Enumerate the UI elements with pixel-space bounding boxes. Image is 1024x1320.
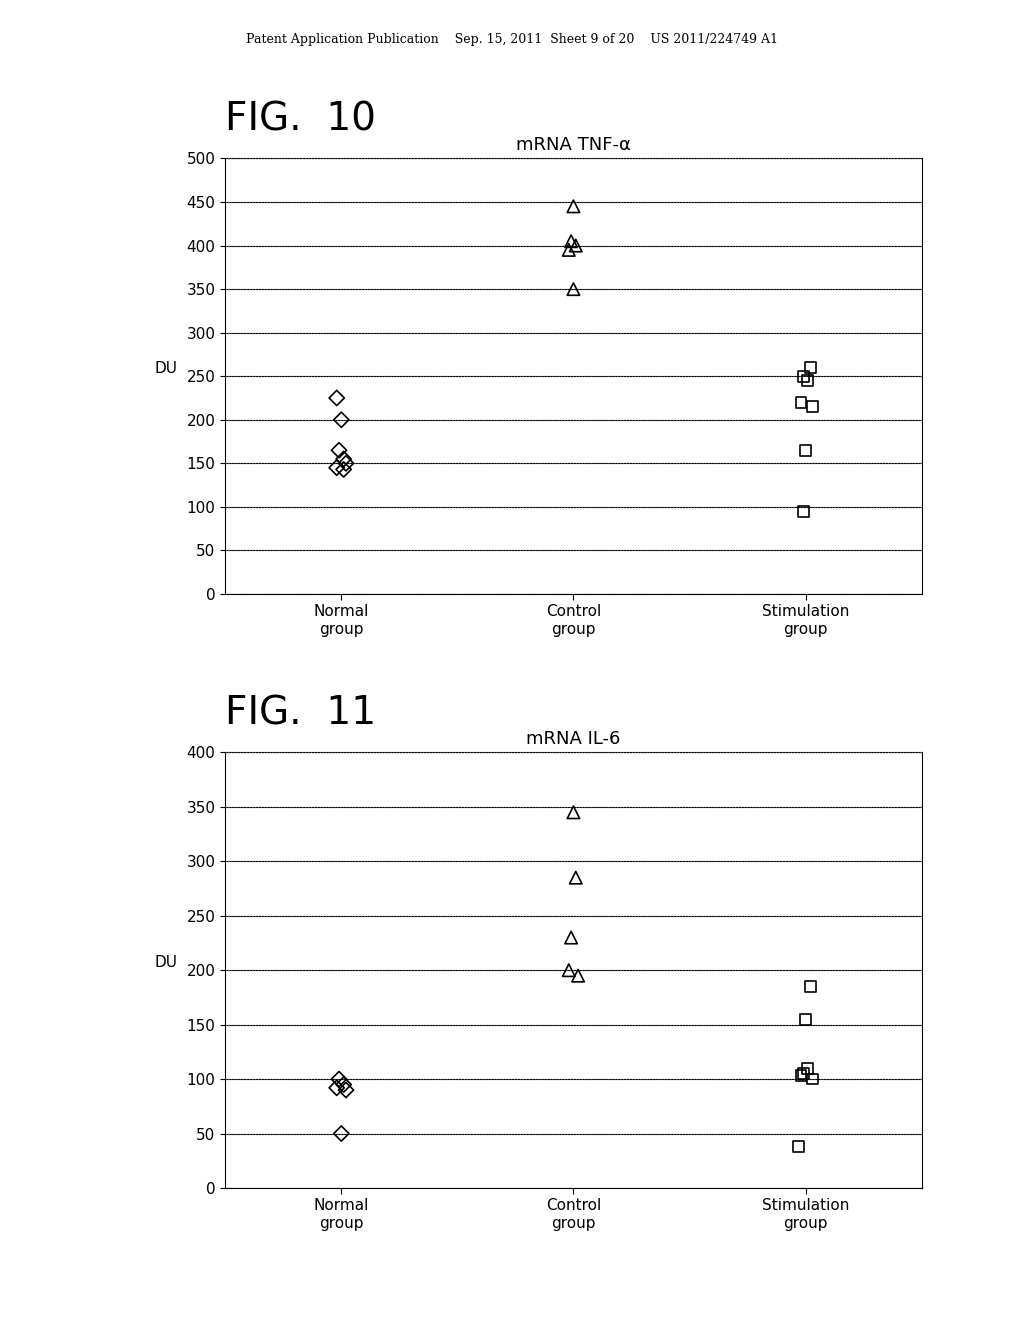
Point xyxy=(793,392,809,413)
Point xyxy=(563,231,580,252)
Point xyxy=(791,1137,807,1158)
Point xyxy=(338,453,354,474)
Point xyxy=(567,867,584,888)
Point xyxy=(567,235,584,256)
Point xyxy=(795,1063,811,1084)
Point xyxy=(331,440,347,461)
Point xyxy=(560,239,577,260)
Point xyxy=(802,356,818,378)
Point xyxy=(795,500,811,521)
Point xyxy=(798,440,814,461)
Point xyxy=(336,459,352,480)
Point xyxy=(565,195,582,216)
Text: FIG.  11: FIG. 11 xyxy=(225,694,377,733)
Title: mRNA IL-6: mRNA IL-6 xyxy=(526,730,621,748)
Point xyxy=(804,396,820,417)
Y-axis label: DU: DU xyxy=(155,362,177,376)
Point xyxy=(793,1065,809,1086)
Text: Patent Application Publication    Sep. 15, 2011  Sheet 9 of 20    US 2011/224749: Patent Application Publication Sep. 15, … xyxy=(246,33,778,46)
Point xyxy=(338,1080,354,1101)
Point xyxy=(798,1008,814,1030)
Point xyxy=(802,975,818,997)
Point xyxy=(800,1057,816,1078)
Point xyxy=(329,1077,345,1098)
Point xyxy=(333,1123,349,1144)
Point xyxy=(336,1074,352,1096)
Point xyxy=(804,1069,820,1090)
Point xyxy=(795,366,811,387)
Point xyxy=(800,370,816,391)
Point xyxy=(570,965,587,986)
Text: FIG.  10: FIG. 10 xyxy=(225,100,376,139)
Point xyxy=(329,457,345,478)
Title: mRNA TNF-α: mRNA TNF-α xyxy=(516,136,631,154)
Y-axis label: DU: DU xyxy=(155,956,177,970)
Point xyxy=(336,449,352,470)
Point xyxy=(329,387,345,408)
Point xyxy=(331,1069,347,1090)
Point xyxy=(560,960,577,981)
Point xyxy=(565,279,582,300)
Point xyxy=(333,409,349,430)
Point xyxy=(565,801,582,822)
Point xyxy=(563,927,580,948)
